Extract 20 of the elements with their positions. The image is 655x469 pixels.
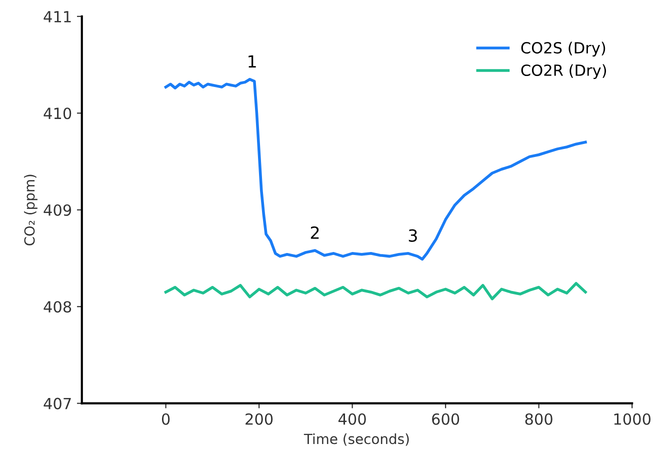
x-axis-title: Time (seconds)	[304, 433, 409, 446]
legend-label: CO2R (Dry)	[521, 64, 606, 79]
y-tick-label: 409	[44, 204, 72, 216]
line-series	[164, 282, 587, 300]
x-tick-label: 0	[162, 413, 170, 425]
x-tick-label: 1000	[614, 413, 650, 425]
y-tick-label: 410	[44, 108, 72, 120]
x-tick-label: 800	[525, 413, 552, 425]
y-tick-label: 411	[44, 11, 71, 22]
line-series	[164, 78, 587, 261]
y-tick-label: 408	[44, 301, 72, 313]
legend-label: CO2S (Dry)	[521, 42, 606, 57]
annotation: 1	[248, 55, 256, 68]
x-tick-label: 600	[432, 413, 460, 425]
y-axis-title: CO₂ (ppm)	[24, 174, 38, 246]
y-tick-label: 407	[44, 398, 71, 410]
annotation: 3	[408, 229, 417, 242]
annotation: 2	[310, 226, 319, 239]
x-tick-label: 200	[246, 413, 273, 425]
x-tick-label: 400	[338, 413, 366, 425]
